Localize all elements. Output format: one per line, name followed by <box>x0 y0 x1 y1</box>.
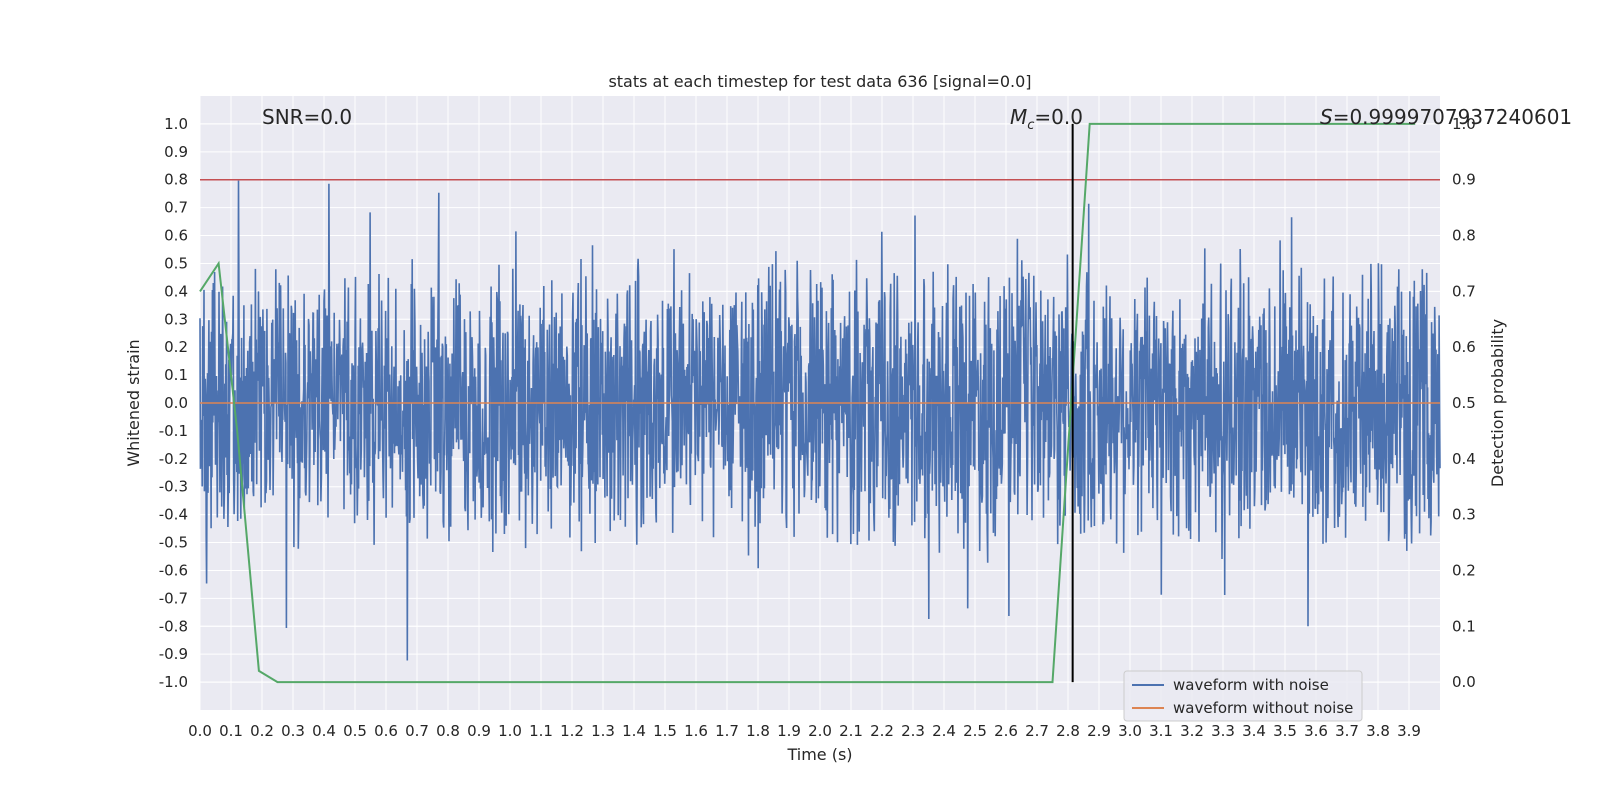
y-right-tick-label: 0.1 <box>1452 617 1476 635</box>
s-value: =0.9999707937240601 <box>1333 105 1572 129</box>
s-symbol: S <box>1320 105 1333 129</box>
x-tick-label: 2.4 <box>932 722 956 740</box>
y-tick-label: 0.4 <box>164 282 188 300</box>
x-tick-label: 0.0 <box>188 722 212 740</box>
x-tick-label: 3.6 <box>1304 722 1328 740</box>
x-tick-label: 1.1 <box>529 722 553 740</box>
legend: waveform with noise waveform without noi… <box>1123 670 1363 722</box>
y-tick-label: 0.0 <box>164 394 188 412</box>
y-right-tick-label: 0.8 <box>1452 227 1476 245</box>
x-tick-label: 0.8 <box>436 722 460 740</box>
y-tick-label: -0.9 <box>159 645 188 663</box>
y-tick-label: 0.7 <box>164 199 188 217</box>
x-tick-label: 1.9 <box>777 722 801 740</box>
x-axis-label: Time (s) <box>786 745 852 764</box>
x-tick-label: 3.9 <box>1397 722 1421 740</box>
x-tick-label: 3.5 <box>1273 722 1297 740</box>
x-tick-label: 1.2 <box>560 722 584 740</box>
x-tick-label: 3.7 <box>1335 722 1359 740</box>
x-tick-label: 2.3 <box>901 722 925 740</box>
x-tick-label: 2.1 <box>839 722 863 740</box>
x-tick-label: 3.0 <box>1118 722 1142 740</box>
y-tick-label: -0.8 <box>159 617 188 635</box>
x-tick-label: 0.6 <box>374 722 398 740</box>
x-tick-label: 2.9 <box>1087 722 1111 740</box>
y-tick-label: 1.0 <box>164 115 188 133</box>
y-right-tick-label: 0.7 <box>1452 282 1476 300</box>
y-tick-label: 0.8 <box>164 171 188 189</box>
x-tick-label: 0.9 <box>467 722 491 740</box>
x-tick-label: 3.4 <box>1242 722 1266 740</box>
y-right-tick-label: 0.5 <box>1452 394 1476 412</box>
y-axis-left-ticks: 1.0 0.9 0.8 0.7 0.6 0.5 0.4 0.3 0.2 0.1 0.0 -0.1 -0.… <box>159 115 188 691</box>
y-tick-label: 0.6 <box>164 227 188 245</box>
x-tick-label: 3.8 <box>1366 722 1390 740</box>
mc-symbol: M <box>1010 105 1027 129</box>
x-tick-label: 1.0 <box>498 722 522 740</box>
y-tick-label: -0.6 <box>159 561 188 579</box>
x-tick-label: 2.0 <box>808 722 832 740</box>
y-right-tick-label: 0.6 <box>1452 338 1476 356</box>
y-right-tick-label: 1.0 <box>1452 115 1476 133</box>
chart-title: stats at each timestep for test data 636… <box>608 72 1031 91</box>
x-tick-label: 0.4 <box>312 722 336 740</box>
y-right-tick-label: 0.2 <box>1452 561 1476 579</box>
x-tick-label: 1.5 <box>653 722 677 740</box>
y-tick-label: -0.4 <box>159 506 188 524</box>
mc-value: =0.0 <box>1034 105 1083 129</box>
y-tick-label: 0.5 <box>164 254 188 272</box>
y-tick-label: -0.3 <box>159 478 188 496</box>
detection-probability-line <box>199 122 1416 684</box>
mc-subscript: c <box>1027 118 1034 133</box>
x-tick-label: 1.7 <box>715 722 739 740</box>
y-tick-label: -1.0 <box>159 673 188 691</box>
y-right-tick-label: 0.0 <box>1452 673 1476 691</box>
y-tick-label: 0.1 <box>164 366 188 384</box>
y-tick-label: -0.2 <box>159 450 188 468</box>
x-tick-label: 0.7 <box>405 722 429 740</box>
legend-box <box>1123 670 1363 722</box>
x-tick-label: 3.2 <box>1180 722 1204 740</box>
y-axis-right-label: Detection probability <box>1488 319 1507 487</box>
y-tick-label: 0.2 <box>164 338 188 356</box>
x-tick-label: 0.3 <box>281 722 305 740</box>
y-tick-label: -0.1 <box>159 422 188 440</box>
x-axis-ticks: 0.0 0.1 0.2 0.3 0.4 0.5 0.6 0.7 0.8 0.9 1.0 1.1 1.2 1… <box>188 722 1421 740</box>
snr-annotation: SNR=0.0 <box>262 105 352 129</box>
y-axis-label: Whitened strain <box>124 339 143 466</box>
x-tick-label: 2.6 <box>994 722 1018 740</box>
x-tick-label: 0.5 <box>343 722 367 740</box>
x-tick-label: 2.2 <box>870 722 894 740</box>
waveform-with-noise-line <box>199 180 1441 661</box>
y-axis-right-ticks: 1.0 0.9 0.8 0.7 0.6 0.5 0.4 0.3 0.2 0.1 0.0 <box>1452 115 1476 691</box>
y-right-tick-label: 0.9 <box>1452 171 1476 189</box>
y-right-tick-label: 0.3 <box>1452 506 1476 524</box>
waveform-with-noise-series <box>199 180 1441 661</box>
x-tick-label: 3.1 <box>1149 722 1173 740</box>
x-tick-label: 2.5 <box>963 722 987 740</box>
x-tick-label: 0.1 <box>219 722 243 740</box>
x-tick-label: 1.4 <box>622 722 646 740</box>
x-tick-label: 2.8 <box>1056 722 1080 740</box>
y-right-tick-label: 0.4 <box>1452 450 1476 468</box>
y-tick-label: -0.5 <box>159 534 188 552</box>
y-tick-label: 0.9 <box>164 143 188 161</box>
x-tick-label: 1.6 <box>684 722 708 740</box>
mc-annotation: Mc=0.0 <box>1010 105 1083 133</box>
x-tick-label: 0.2 <box>250 722 274 740</box>
s-annotation: S=0.9999707937240601 <box>1320 105 1572 129</box>
x-tick-label: 1.3 <box>591 722 615 740</box>
x-tick-label: 1.8 <box>746 722 770 740</box>
legend-label-noise: waveform with noise <box>1173 676 1329 694</box>
y-tick-label: 0.3 <box>164 310 188 328</box>
x-tick-label: 3.3 <box>1211 722 1235 740</box>
legend-label-clean: waveform without noise <box>1173 699 1353 717</box>
y-tick-label: -0.7 <box>159 589 188 607</box>
x-tick-label: 2.7 <box>1025 722 1049 740</box>
